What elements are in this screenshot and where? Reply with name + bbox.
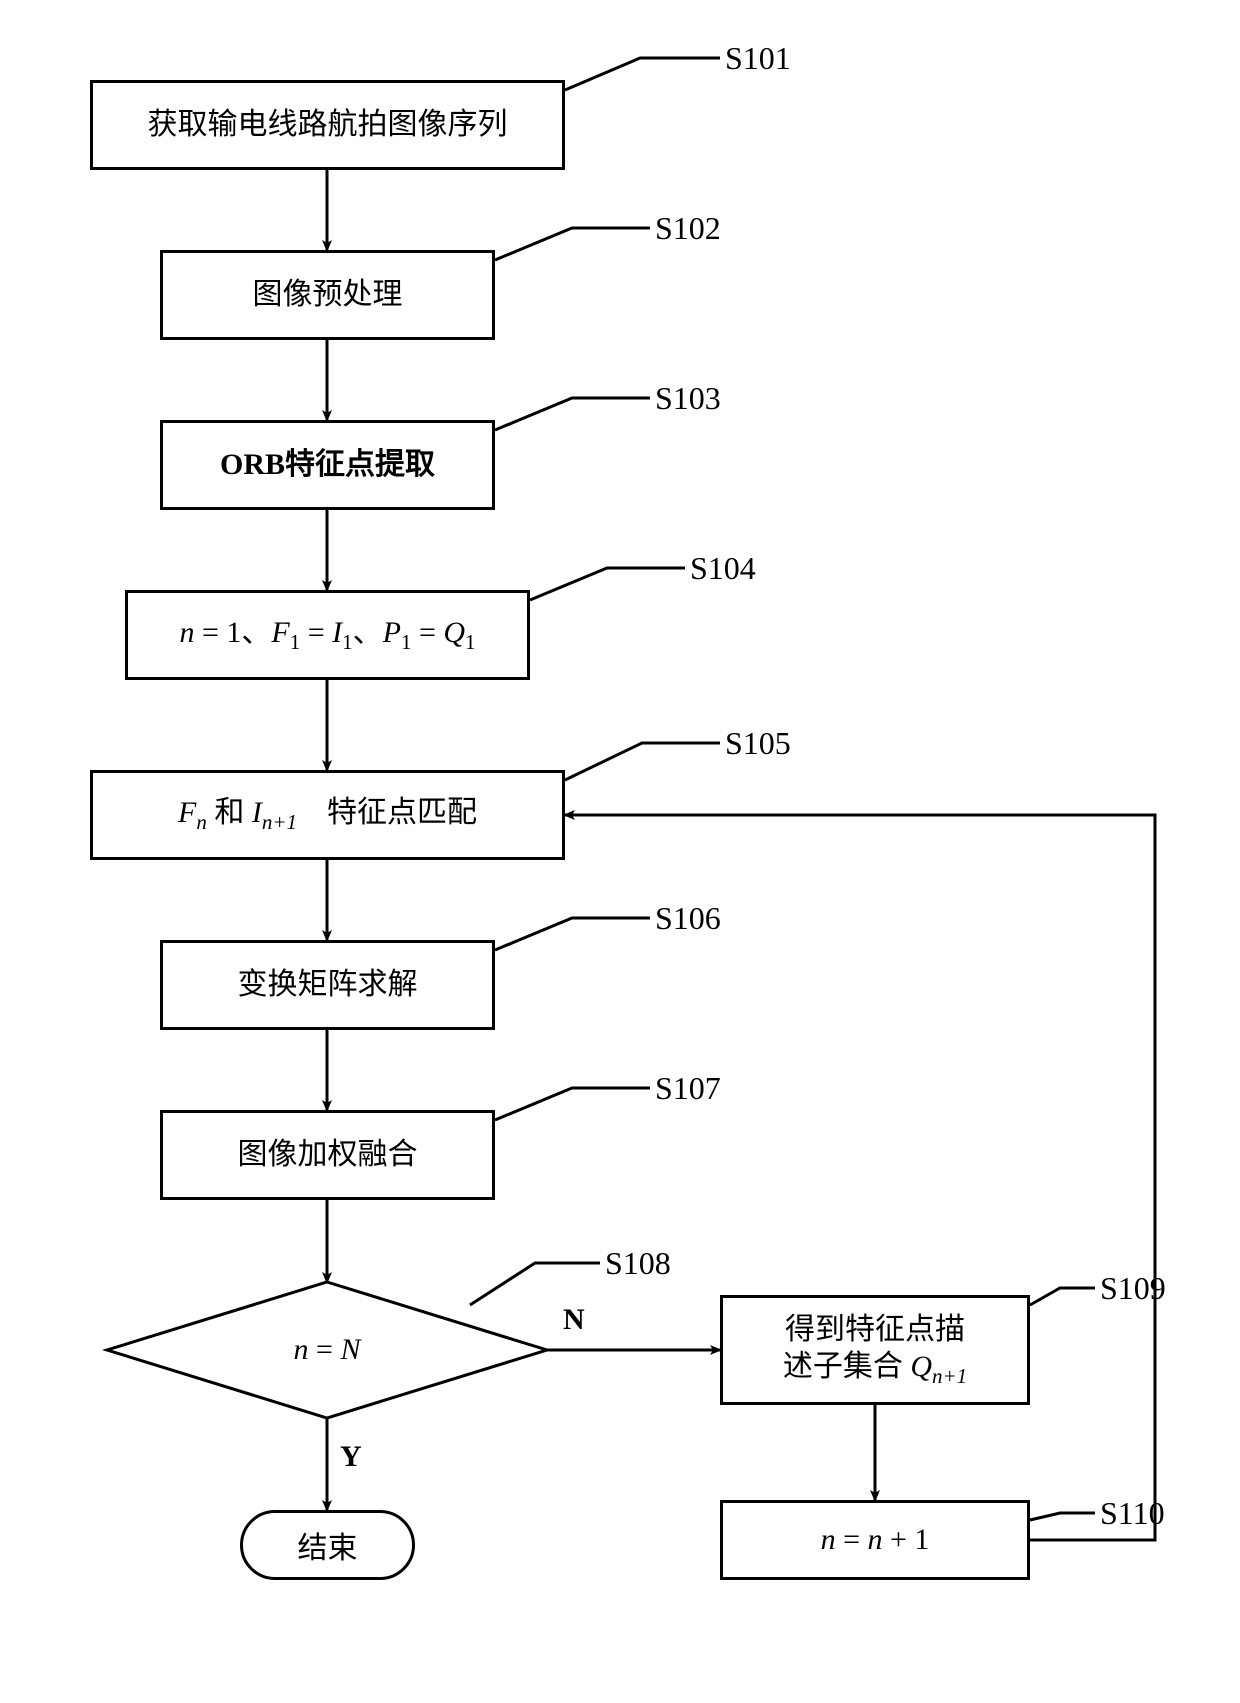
step-s106-box: 变换矩阵求解: [160, 940, 495, 1030]
label-s108: S108: [605, 1245, 671, 1282]
terminator-end: 结束: [240, 1510, 415, 1580]
step-s102-box: 图像预处理: [160, 250, 495, 340]
step-s109-text: 得到特征点描述子集合 Qn+1: [783, 1311, 967, 1390]
step-s105-text: Fn 和 In+1 特征点匹配: [178, 794, 477, 835]
step-s101-box: 获取输电线路航拍图像序列: [90, 80, 565, 170]
step-s107-text: 图像加权融合: [238, 1136, 418, 1174]
step-s110-box: n = n + 1: [720, 1500, 1030, 1580]
label-s107: S107: [655, 1070, 721, 1107]
step-s103-text: ORB特征点提取: [220, 446, 435, 484]
label-s101: S101: [725, 40, 791, 77]
step-s109-box: 得到特征点描述子集合 Qn+1: [720, 1295, 1030, 1405]
step-s106-text: 变换矩阵求解: [238, 966, 418, 1004]
label-s103: S103: [655, 380, 721, 417]
step-s101-text: 获取输电线路航拍图像序列: [148, 106, 508, 144]
label-s102: S102: [655, 210, 721, 247]
label-s106: S106: [655, 900, 721, 937]
terminator-end-text: 结束: [298, 1523, 358, 1567]
step-s105-box: Fn 和 In+1 特征点匹配: [90, 770, 565, 860]
decision-no-label: N: [563, 1303, 585, 1337]
label-s109: S109: [1100, 1270, 1166, 1307]
label-s105: S105: [725, 725, 791, 762]
step-s110-text: n = n + 1: [821, 1521, 930, 1559]
label-s104: S104: [690, 550, 756, 587]
step-s103-box: ORB特征点提取: [160, 420, 495, 510]
step-s104-box: n = 1、F1 = I1、P1 = Q1: [125, 590, 530, 680]
step-s108-text: n = N: [107, 1282, 547, 1418]
label-s110: S110: [1100, 1495, 1165, 1532]
step-s107-box: 图像加权融合: [160, 1110, 495, 1200]
decision-yes-label: Y: [340, 1440, 362, 1474]
step-s104-text: n = 1、F1 = I1、P1 = Q1: [179, 614, 475, 655]
step-s102-text: 图像预处理: [253, 276, 403, 314]
